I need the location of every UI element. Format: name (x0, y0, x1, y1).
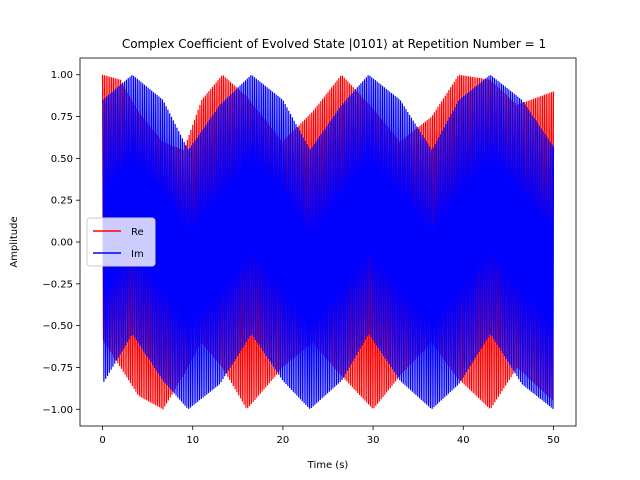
y-axis: −1.00 −0.75 −0.50 −0.25 0.00 0.25 0.50 0.75 1.00 (42, 70, 80, 416)
plot-area (79, 57, 577, 427)
x-tick-label: 10 (186, 435, 199, 446)
series-layer (101, 74, 555, 410)
y-tick-label: 0.25 (51, 196, 73, 207)
y-tick-label: 1.00 (51, 70, 73, 81)
y-tick-label: 0.75 (51, 112, 73, 123)
x-tick-label: 40 (457, 435, 470, 446)
legend-label-re: Re (131, 227, 144, 238)
series-line-im (102, 75, 555, 409)
x-tick-label: 20 (277, 435, 290, 446)
y-tick-label: −0.25 (42, 279, 73, 290)
legend-label-im: Im (131, 249, 144, 260)
y-tick-label: 0.50 (51, 154, 73, 165)
legend-box (86, 217, 156, 267)
x-tick-label: 30 (367, 435, 380, 446)
chart-title: Complex Coefficient of Evolved State |01… (122, 37, 546, 51)
legend: Re Im (86, 217, 156, 267)
x-axis: 0 10 20 30 40 50 (99, 426, 560, 446)
y-tick-label: −1.00 (42, 405, 73, 416)
y-tick-label: −0.75 (42, 363, 73, 374)
x-tick-label: 50 (547, 435, 560, 446)
x-tick-label: 0 (99, 435, 105, 446)
x-axis-label: Time (s) (307, 460, 349, 471)
y-axis-label: Amplitude (9, 216, 20, 267)
y-tick-label: 0.00 (51, 238, 73, 249)
y-tick-label: −0.50 (42, 321, 73, 332)
